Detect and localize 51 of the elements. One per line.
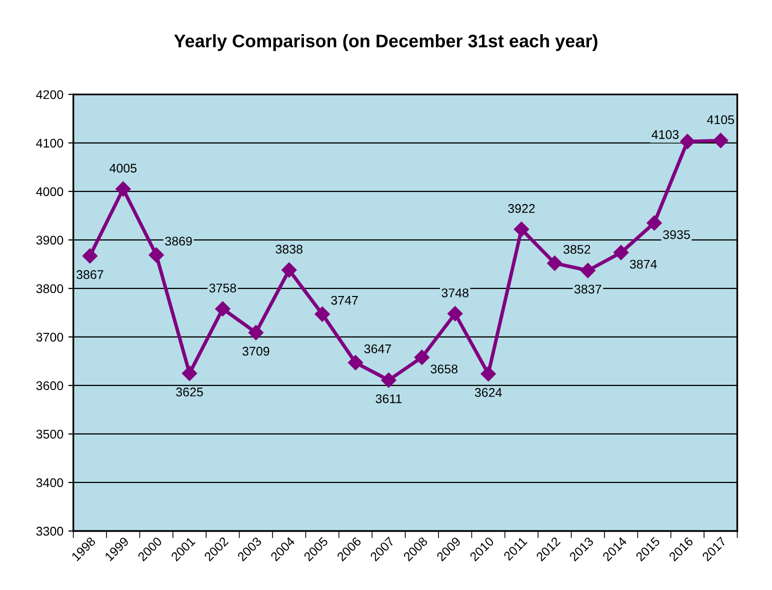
data-label: 3869: [165, 236, 192, 246]
y-tick-label: 3700: [36, 332, 64, 342]
point: [148, 247, 164, 263]
point: [282, 262, 297, 278]
chart-title: Yearly Comparison (on December 31st each year): [174, 34, 598, 51]
point: [348, 355, 364, 370]
data-label: 3709: [242, 346, 270, 356]
data-label: 3838: [276, 244, 302, 254]
data-label: 3748: [442, 288, 468, 298]
point: [414, 350, 430, 365]
point: [580, 262, 596, 278]
y-tick-label: 3300: [36, 526, 64, 536]
y-tick-label: 3800: [36, 284, 64, 294]
data-label: 4005: [110, 164, 137, 173]
point: [614, 244, 629, 260]
y-tick-label: 3900: [36, 236, 64, 245]
data-label: 3874: [630, 260, 657, 269]
data-label: 3758: [209, 284, 236, 292]
y-tick-label: 4200: [36, 90, 64, 100]
data-label: 3647: [364, 344, 392, 354]
point: [448, 306, 463, 322]
data-label: 4103: [652, 130, 679, 139]
point: [514, 222, 530, 237]
data-label: 3625: [176, 388, 203, 396]
y-tick-label: 3600: [36, 381, 64, 390]
point: [215, 301, 230, 316]
y-tick-label: 4000: [36, 187, 64, 196]
point: [381, 372, 396, 388]
data-label: 3658: [430, 364, 458, 374]
data-label: 3837: [574, 284, 602, 294]
data-label: 3867: [76, 270, 104, 280]
point: [82, 248, 98, 264]
point: [547, 256, 562, 271]
y-tick-label: 3400: [36, 478, 64, 488]
point: [680, 134, 696, 150]
point: [713, 132, 728, 148]
point: [646, 215, 662, 231]
point: [314, 306, 330, 322]
point: [248, 325, 264, 340]
point: [116, 181, 131, 197]
data-label: 3747: [331, 296, 358, 305]
data-label: 4105: [707, 115, 734, 124]
y-tick-label: 3500: [36, 430, 64, 439]
data-label: 3624: [474, 388, 502, 397]
data-label: 3922: [508, 204, 535, 213]
point: [182, 366, 198, 381]
data-label: 3611: [376, 394, 402, 404]
data-label: 3852: [563, 244, 590, 254]
y-tick-label: 4100: [36, 138, 64, 148]
data-label: 3935: [663, 230, 690, 240]
point: [480, 366, 496, 382]
